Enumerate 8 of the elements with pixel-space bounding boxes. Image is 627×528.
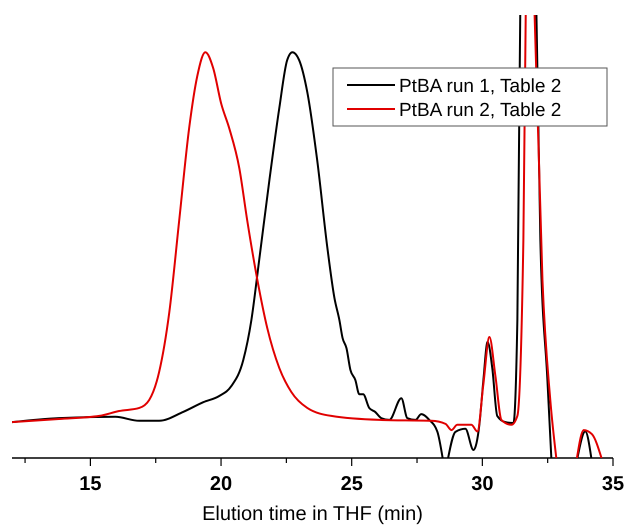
legend-label: PtBA run 1, Table 2 (399, 76, 562, 97)
x-axis-title: Elution time in THF (min) (202, 503, 423, 525)
x-tick-label: 30 (471, 473, 494, 495)
x-tick-label: 35 (602, 473, 624, 495)
x-tick-label: 15 (79, 473, 102, 495)
legend-label: PtBA run 2, Table 2 (399, 100, 562, 121)
x-tick-label: 20 (210, 473, 232, 495)
x-tick-label: 25 (340, 473, 363, 495)
